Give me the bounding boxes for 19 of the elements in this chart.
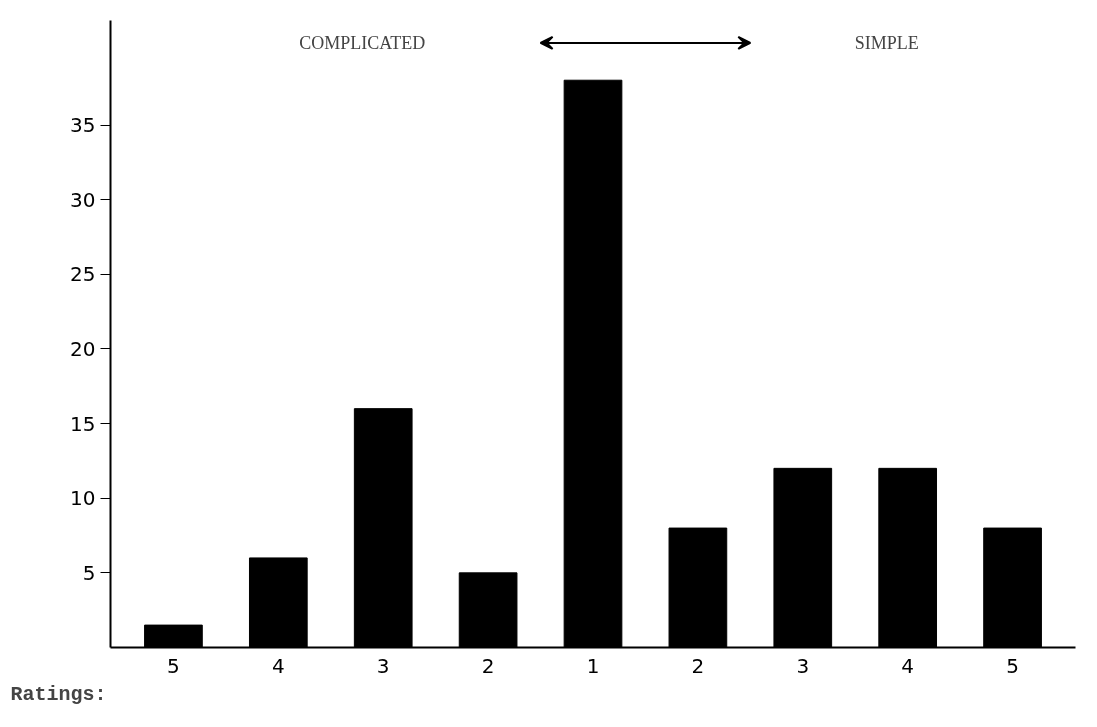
y-tick-label: 15 xyxy=(70,411,96,436)
x-tick-label: 5 xyxy=(167,653,180,678)
x-tick-label: 2 xyxy=(691,653,705,678)
x-axis-title: Ratings: xyxy=(10,682,107,706)
x-tick-label: 2 xyxy=(481,653,495,678)
y-tick-label: 25 xyxy=(70,262,96,287)
annotation: COMPLICATED xyxy=(299,32,426,53)
x-tick-label: 1 xyxy=(586,653,600,678)
y-tick-label: 10 xyxy=(70,486,96,511)
y-tick-label: 35 xyxy=(70,113,96,137)
x-tick-label: 3 xyxy=(796,653,810,678)
x-tick-label: 4 xyxy=(901,653,915,678)
x-tick-label: 5 xyxy=(1006,653,1019,678)
x-tick-label: 4 xyxy=(271,653,285,678)
y-tick-label: 30 xyxy=(70,187,96,212)
annotation: SIMPLE xyxy=(854,32,919,53)
y-tick-label: 5 xyxy=(82,560,96,585)
x-tick-label: 3 xyxy=(376,653,390,678)
y-tick-label: 20 xyxy=(70,336,96,361)
